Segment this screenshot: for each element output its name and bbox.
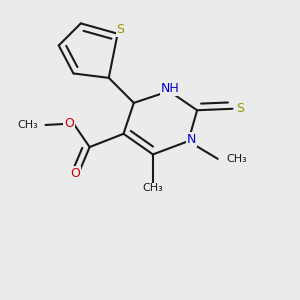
- Text: S: S: [117, 23, 124, 36]
- Text: NH: NH: [161, 82, 180, 95]
- Text: CH₃: CH₃: [142, 183, 163, 193]
- Text: CH₃: CH₃: [226, 154, 247, 164]
- Text: O: O: [70, 167, 80, 180]
- Text: CH₃: CH₃: [17, 120, 38, 130]
- Text: O: O: [64, 117, 74, 130]
- Text: S: S: [236, 102, 244, 115]
- Text: N: N: [187, 133, 196, 146]
